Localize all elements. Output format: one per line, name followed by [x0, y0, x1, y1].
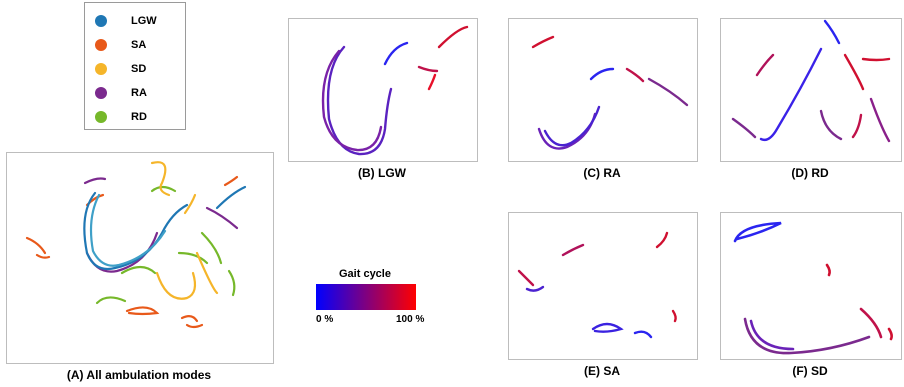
sa-trajectory	[35, 253, 51, 259]
rd-gait-trajectory	[823, 19, 841, 45]
sd-gait-trajectory	[859, 307, 883, 339]
legend-dot-sd	[95, 63, 107, 75]
lgw-trajectory	[83, 191, 189, 271]
sa-gait-trajectory	[525, 285, 545, 292]
rd-trajectory	[177, 251, 209, 265]
sa-gait-trajectory	[633, 330, 653, 339]
ra-gait-trajectory	[589, 67, 615, 81]
lgw-gait-trajectory	[437, 25, 469, 49]
legend-item-sd: SD	[95, 60, 146, 78]
panel-d-svg	[731, 19, 891, 143]
rd-trajectory	[150, 185, 177, 193]
panel-f-plot	[720, 212, 902, 360]
lgw-gait-trajectory	[427, 73, 437, 91]
legend-item-sa: SA	[95, 36, 146, 54]
legend-dot-sa	[95, 39, 107, 51]
rd-trajectory	[227, 269, 236, 297]
panel-a-svg	[25, 161, 247, 329]
rd-gait-trajectory	[819, 109, 843, 141]
sa-trajectory	[180, 314, 199, 323]
sd-gait-trajectory	[825, 263, 831, 277]
legend-dot-lgw	[95, 15, 107, 27]
sd-trajectory	[195, 251, 219, 295]
legend-item-lgw: LGW	[95, 12, 157, 30]
legend-item-ra: RA	[95, 84, 147, 102]
rd-gait-trajectory	[759, 47, 823, 142]
sd-gait-trajectory	[887, 327, 893, 341]
lgw-gait-trajectory	[383, 41, 409, 66]
panel-e-plot	[508, 212, 698, 360]
sd-gait-trajectory	[743, 317, 871, 355]
rd-gait-trajectory	[851, 113, 863, 139]
colorbar	[316, 284, 416, 310]
ra-gait-trajectory	[543, 105, 601, 147]
panel-a-plot	[6, 152, 274, 364]
panel-f-caption: (F) SD	[792, 364, 828, 378]
sa-trajectory	[185, 323, 204, 329]
sd-gait-trajectory	[749, 319, 795, 351]
panel-c-caption: (C) RA	[583, 166, 621, 180]
legend-label: SD	[131, 63, 147, 75]
panel-b-caption: (B) LGW	[358, 166, 406, 180]
panel-c-svg	[531, 35, 689, 150]
panel-b-plot	[288, 18, 478, 162]
legend-label: SA	[131, 39, 147, 51]
ra-gait-trajectory	[531, 35, 555, 49]
rd-gait-trajectory	[869, 97, 891, 143]
rd-gait-trajectory	[755, 53, 775, 77]
panel-c-plot	[508, 18, 698, 162]
rd-trajectory	[200, 231, 223, 265]
sd-trajectory	[183, 193, 197, 215]
sa-gait-trajectory	[591, 322, 624, 333]
rd-trajectory	[95, 296, 127, 305]
legend-label: LGW	[131, 15, 157, 27]
panel-d-caption: (D) RD	[791, 166, 829, 180]
ra-gait-trajectory	[625, 67, 645, 83]
panel-f-svg	[733, 221, 893, 355]
sd-trajectory	[155, 271, 197, 300]
panel-a-caption: (A) All ambulation modes	[66, 368, 212, 382]
sa-gait-trajectory	[655, 231, 669, 249]
lgw-gait-trajectory	[321, 49, 383, 152]
panel-e-caption: (E) SA	[584, 364, 620, 378]
lgw-trajectory	[89, 193, 167, 267]
sa-gait-trajectory	[517, 269, 535, 287]
lgw-gait-trajectory	[326, 45, 393, 156]
ra-trajectory	[83, 177, 107, 185]
legend: LGW SA SD RA RD	[84, 2, 186, 130]
ra-trajectory	[205, 206, 239, 230]
lgw-trajectory	[215, 185, 247, 210]
rd-gait-trajectory	[843, 53, 865, 91]
sa-trajectory	[125, 306, 160, 316]
legend-label: RA	[131, 87, 147, 99]
sa-gait-trajectory	[561, 243, 585, 257]
legend-item-rd: RD	[95, 108, 147, 126]
panel-b-svg	[321, 25, 469, 156]
sd-trajectory	[150, 161, 171, 197]
rd-gait-trajectory	[731, 117, 757, 139]
sa-trajectory	[25, 236, 47, 255]
panel-e-svg	[517, 231, 677, 339]
rd-gait-trajectory	[861, 57, 891, 62]
legend-label: RD	[131, 111, 147, 123]
rd-trajectory	[120, 265, 157, 275]
lgw-gait-trajectory	[417, 65, 439, 73]
ra-gait-trajectory	[647, 77, 689, 107]
panel-d-plot	[720, 18, 902, 162]
sd-gait-trajectory	[733, 221, 782, 243]
colorbar-max-label: 100 %	[396, 314, 425, 325]
sa-gait-trajectory	[671, 309, 677, 323]
colorbar-min-label: 0 %	[316, 314, 334, 325]
legend-dot-rd	[95, 111, 107, 123]
legend-dot-ra	[95, 87, 107, 99]
colorbar-title: Gait cycle	[339, 268, 391, 280]
sa-trajectory	[223, 175, 239, 187]
